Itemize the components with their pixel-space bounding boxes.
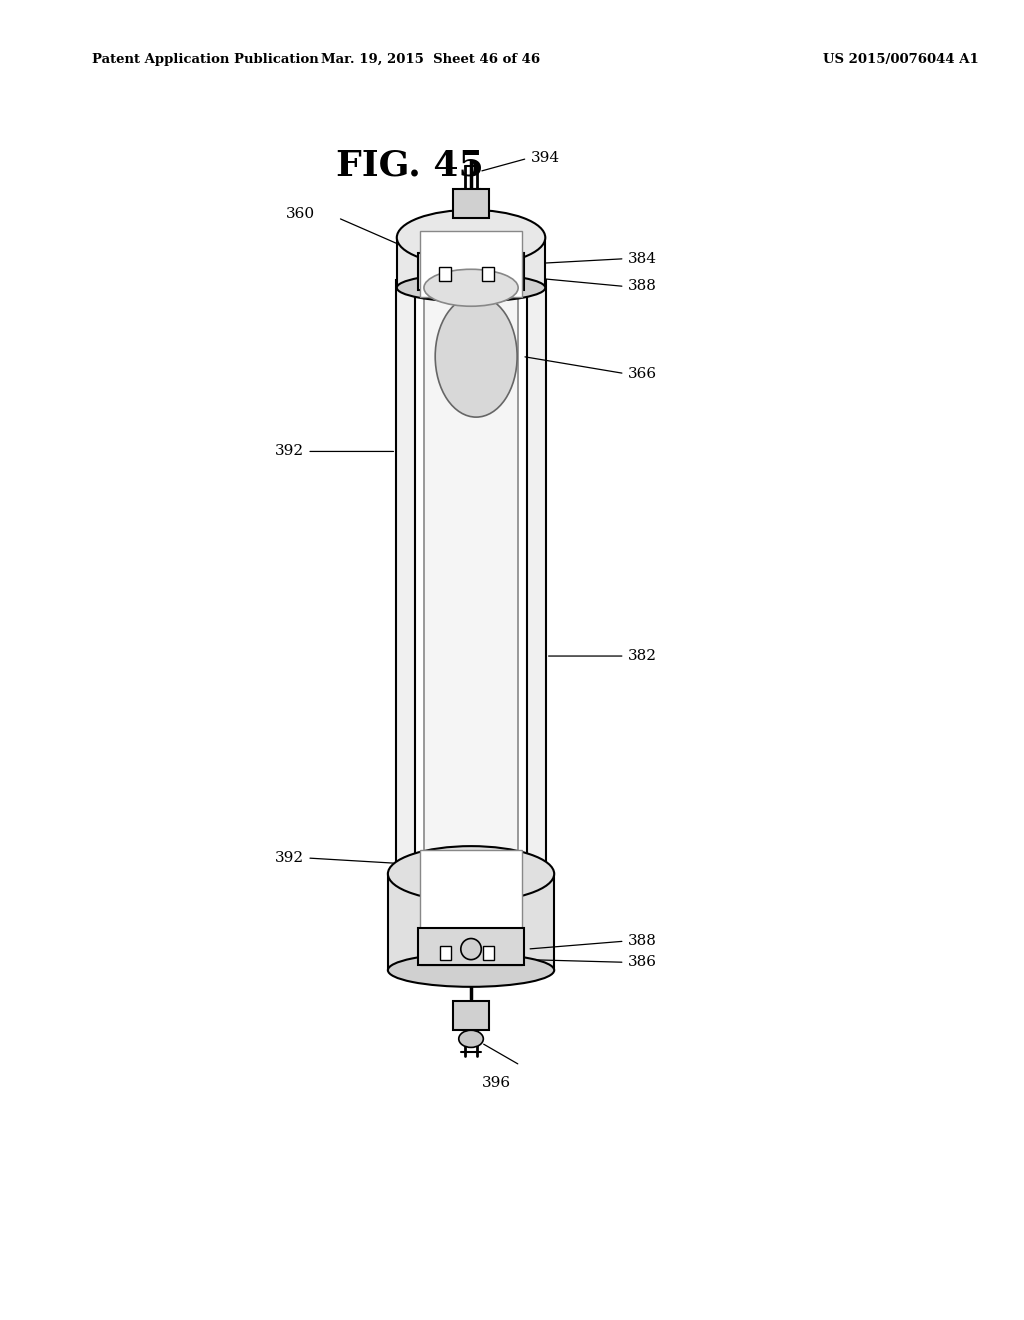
FancyBboxPatch shape (483, 946, 494, 960)
FancyBboxPatch shape (453, 189, 489, 218)
FancyBboxPatch shape (418, 253, 524, 290)
Text: 388: 388 (628, 935, 656, 948)
Ellipse shape (388, 846, 554, 902)
FancyBboxPatch shape (482, 267, 494, 281)
FancyBboxPatch shape (424, 288, 518, 858)
FancyBboxPatch shape (420, 850, 522, 965)
Text: 396: 396 (482, 1076, 511, 1090)
Ellipse shape (388, 953, 554, 987)
FancyBboxPatch shape (388, 874, 554, 970)
Text: FIG. 45: FIG. 45 (336, 148, 483, 182)
Text: 392: 392 (275, 851, 304, 865)
Text: 392: 392 (275, 445, 304, 458)
Ellipse shape (459, 1030, 483, 1048)
Text: US 2015/0076044 A1: US 2015/0076044 A1 (823, 53, 979, 66)
Text: 360: 360 (287, 207, 315, 220)
FancyBboxPatch shape (420, 231, 522, 297)
Text: 386: 386 (628, 956, 656, 969)
Text: 382: 382 (628, 649, 656, 663)
Text: 394: 394 (530, 152, 559, 165)
FancyBboxPatch shape (396, 280, 415, 874)
Ellipse shape (461, 939, 481, 960)
Text: Patent Application Publication: Patent Application Publication (92, 53, 318, 66)
Ellipse shape (424, 269, 518, 306)
FancyBboxPatch shape (418, 928, 524, 965)
Ellipse shape (396, 210, 545, 265)
FancyBboxPatch shape (453, 1001, 489, 1030)
Ellipse shape (396, 275, 545, 302)
Text: 384: 384 (628, 252, 656, 265)
Ellipse shape (435, 296, 517, 417)
Text: Mar. 19, 2015  Sheet 46 of 46: Mar. 19, 2015 Sheet 46 of 46 (321, 53, 540, 66)
FancyBboxPatch shape (439, 267, 451, 281)
FancyBboxPatch shape (397, 238, 545, 288)
FancyBboxPatch shape (440, 946, 451, 960)
Text: 366: 366 (628, 367, 656, 380)
FancyBboxPatch shape (527, 280, 546, 874)
Text: 388: 388 (628, 280, 656, 293)
